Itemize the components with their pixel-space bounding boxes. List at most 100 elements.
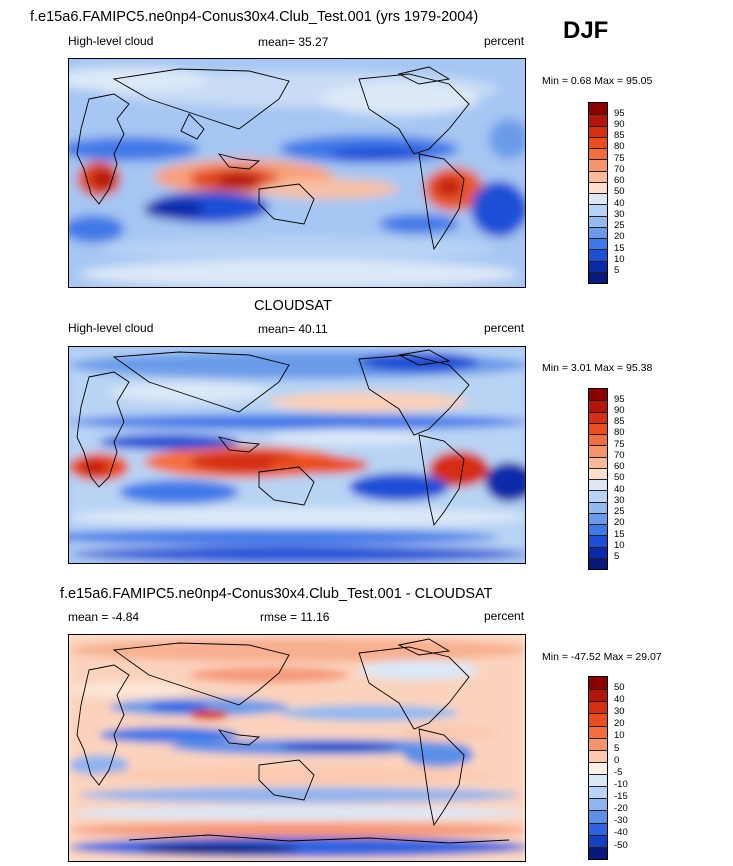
- colorbar-tick-label: 0: [614, 755, 620, 766]
- colorbar-tick-label: 85: [614, 416, 625, 427]
- panel-2-colorbar: [588, 388, 608, 570]
- colorbar-tick-label: 50: [614, 186, 625, 197]
- colorbar-tick-label: 95: [614, 394, 625, 405]
- colorbar-tick-label: 85: [614, 130, 625, 141]
- panel-2-mean-label: mean= 40.11: [258, 322, 328, 336]
- colorbar-cell: [589, 713, 607, 726]
- colorbar-cell: [589, 389, 607, 401]
- colorbar-cell: [589, 737, 607, 750]
- colorbar-tick-label: 70: [614, 164, 625, 175]
- colorbar-tick-label: -50: [614, 840, 628, 851]
- colorbar-cell: [589, 786, 607, 799]
- panel-1-title: f.e15a6.FAMIPC5.ne0np4-Conus30x4.Club_Te…: [30, 9, 479, 25]
- colorbar-tick-label: 10: [614, 730, 625, 741]
- colorbar-tick-label: 50: [614, 472, 625, 483]
- panel-3-map: [68, 634, 526, 862]
- colorbar-cell: [589, 400, 607, 412]
- colorbar-cell: [589, 546, 607, 558]
- panel-1-variable-label: High-level cloud: [68, 34, 154, 48]
- colorbar-cell: [589, 159, 607, 171]
- colorbar-cell: [589, 456, 607, 468]
- colorbar-tick-label: 80: [614, 427, 625, 438]
- colorbar-tick-label: 90: [614, 405, 625, 416]
- colorbar-tick-label: 30: [614, 209, 625, 220]
- panel-3-units-label: percent: [484, 609, 525, 623]
- colorbar-tick-label: 95: [614, 108, 625, 119]
- colorbar-cell: [589, 689, 607, 702]
- panel-2-units-label: percent: [484, 321, 525, 335]
- colorbar-cell: [589, 238, 607, 250]
- colorbar-cell: [589, 798, 607, 811]
- colorbar-cell: [589, 749, 607, 762]
- colorbar-cell: [589, 411, 607, 423]
- colorbar-tick-label: -10: [614, 779, 628, 790]
- colorbar-cell: [589, 557, 607, 569]
- colorbar-cell: [589, 512, 607, 524]
- colorbar-cell: [589, 215, 607, 227]
- colorbar-cell: [589, 125, 607, 137]
- colorbar-tick-label: 50: [614, 682, 625, 693]
- colorbar-tick-label: 30: [614, 495, 625, 506]
- colorbar-tick-label: 20: [614, 231, 625, 242]
- season-label: DJF: [563, 17, 609, 44]
- panel-1-map: [68, 58, 526, 288]
- colorbar-cell: [589, 434, 607, 446]
- colorbar-cell: [589, 271, 607, 283]
- colorbar-cell: [589, 810, 607, 823]
- colorbar-cell: [589, 114, 607, 126]
- colorbar-tick-label: 5: [614, 743, 620, 754]
- colorbar-tick-label: -40: [614, 827, 628, 838]
- panel-3-mean-label: mean = -4.84: [68, 610, 140, 624]
- panel-1-minmax: Min = 0.68 Max = 95.05: [542, 75, 653, 87]
- colorbar-tick-label: -20: [614, 803, 628, 814]
- colorbar-cell: [589, 725, 607, 738]
- colorbar-tick-label: 15: [614, 529, 625, 540]
- colorbar-tick-label: 80: [614, 141, 625, 152]
- colorbar-tick-label: 40: [614, 484, 625, 495]
- colorbar-tick-label: 25: [614, 220, 625, 231]
- colorbar-cell: [589, 524, 607, 536]
- colorbar-cell: [589, 193, 607, 205]
- colorbar-cell: [589, 834, 607, 847]
- colorbar-cell: [589, 422, 607, 434]
- colorbar-cell: [589, 467, 607, 479]
- colorbar-cell: [589, 181, 607, 193]
- panel-2-map: [68, 346, 526, 564]
- panel-3-title: f.e15a6.FAMIPC5.ne0np4-Conus30x4.Club_Te…: [60, 586, 493, 602]
- colorbar-tick-label: 10: [614, 540, 625, 551]
- colorbar-cell: [589, 170, 607, 182]
- colorbar-cell: [589, 148, 607, 160]
- colorbar-cell: [589, 701, 607, 714]
- colorbar-cell: [589, 501, 607, 513]
- colorbar-tick-label: 5: [614, 551, 620, 562]
- colorbar-tick-label: 25: [614, 506, 625, 517]
- colorbar-cell: [589, 822, 607, 835]
- colorbar-cell: [589, 226, 607, 238]
- panel-1-colorbar: [588, 102, 608, 284]
- colorbar-tick-label: 30: [614, 706, 625, 717]
- panel-3-rmse-label: rmse = 11.16: [260, 610, 330, 624]
- colorbar-cell: [589, 479, 607, 491]
- colorbar-cell: [589, 445, 607, 457]
- colorbar-cell: [589, 260, 607, 272]
- colorbar-cell: [589, 249, 607, 261]
- colorbar-tick-label: 20: [614, 718, 625, 729]
- colorbar-cell: [589, 535, 607, 547]
- colorbar-tick-label: 70: [614, 450, 625, 461]
- colorbar-cell: [589, 761, 607, 774]
- panel-1-mean-label: mean= 35.27: [258, 35, 329, 49]
- colorbar-cell: [589, 490, 607, 502]
- panel-2-title: CLOUDSAT: [254, 298, 332, 314]
- panel-3-minmax: Min = -47.52 Max = 29.07: [542, 651, 662, 663]
- colorbar-cell: [589, 204, 607, 216]
- colorbar-tick-label: 60: [614, 175, 625, 186]
- panel-2-variable-label: High-level cloud: [68, 321, 154, 335]
- colorbar-cell: [589, 846, 607, 859]
- colorbar-tick-label: 15: [614, 243, 625, 254]
- colorbar-cell: [589, 774, 607, 787]
- colorbar-tick-label: 40: [614, 198, 625, 209]
- colorbar-tick-label: 5: [614, 265, 620, 276]
- panel-1-units-label: percent: [484, 34, 525, 48]
- panel-2-minmax: Min = 3.01 Max = 95.38: [542, 362, 653, 374]
- colorbar-tick-label: 90: [614, 119, 625, 130]
